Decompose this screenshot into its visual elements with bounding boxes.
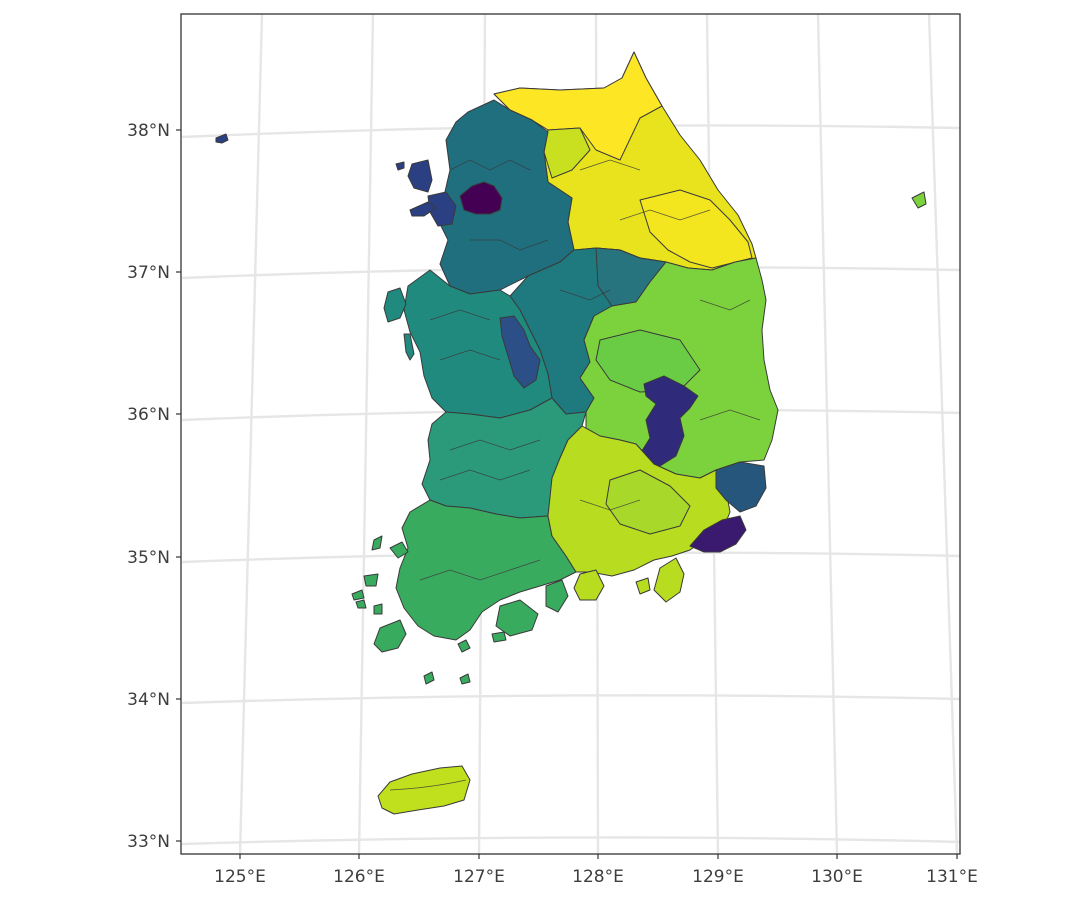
region-incheon-island-2 — [409, 201, 437, 217]
y-tick-label: 34°N — [127, 690, 170, 710]
region-jeonnam-island-2 — [495, 599, 539, 637]
region-chungnam-anmyeon — [403, 333, 415, 361]
region-jeonnam-island-1 — [373, 619, 407, 653]
x-tick-label: 128°E — [572, 867, 624, 887]
region-jeonnam-island-5 — [351, 589, 365, 601]
region-jeonnam — [395, 499, 577, 641]
region-jeonnam-island-10 — [423, 671, 435, 685]
y-tick-label: 36°N — [127, 405, 170, 425]
region-geoje — [653, 557, 685, 603]
region-jeju — [377, 765, 471, 815]
y-tick-label: 35°N — [127, 548, 170, 568]
x-tick-label: 129°E — [692, 867, 744, 887]
internal-boundaries — [389, 159, 761, 791]
region-gangwon-south — [639, 189, 753, 269]
region-jeonnam-island-11 — [459, 673, 471, 685]
region-jeonnam-island-12 — [491, 631, 507, 643]
x-tick-label: 126°E — [333, 867, 385, 887]
x-axis: 125°E 126°E 127°E 128°E 129°E 130°E 131°… — [214, 854, 978, 887]
region-jeonnam-island-4 — [363, 573, 379, 587]
x-tick-label: 127°E — [453, 867, 505, 887]
region-jeonnam-island-8 — [389, 541, 409, 559]
region-baengnyeong — [215, 133, 229, 144]
region-jeonnam-island-9 — [457, 639, 471, 653]
region-jeonnam-island-6 — [355, 599, 367, 609]
map-regions — [215, 51, 927, 815]
plot-panel-border — [180, 13, 961, 855]
y-tick-label: 37°N — [127, 263, 170, 283]
region-namhae — [573, 569, 605, 601]
region-busan — [689, 515, 747, 553]
region-jeonnam-island-3 — [545, 579, 569, 613]
y-tick-label: 38°N — [127, 121, 170, 141]
y-tick-label: 33°N — [127, 832, 170, 852]
x-tick-label: 125°E — [214, 867, 266, 887]
region-jeonnam-island-7 — [371, 535, 383, 551]
region-gyeongnam-inner — [605, 469, 691, 535]
y-axis: 38°N 37°N 36°N 35°N 34°N 33°N — [127, 121, 181, 852]
region-incheon-island-3 — [395, 161, 405, 171]
region-incheon-island-1 — [407, 159, 433, 193]
x-tick-label: 131°E — [926, 867, 978, 887]
region-daejeon — [499, 315, 541, 389]
region-daegu — [639, 375, 699, 471]
region-gyeongnam-island-1 — [635, 577, 651, 595]
region-ulsan — [715, 461, 767, 513]
region-jeonnam-island-13 — [373, 603, 383, 615]
x-tick-label: 130°E — [811, 867, 863, 887]
region-seoul — [459, 181, 503, 215]
graticule — [181, 13, 961, 855]
region-ulleungdo — [911, 191, 927, 209]
region-chungnam-taean — [383, 287, 407, 323]
